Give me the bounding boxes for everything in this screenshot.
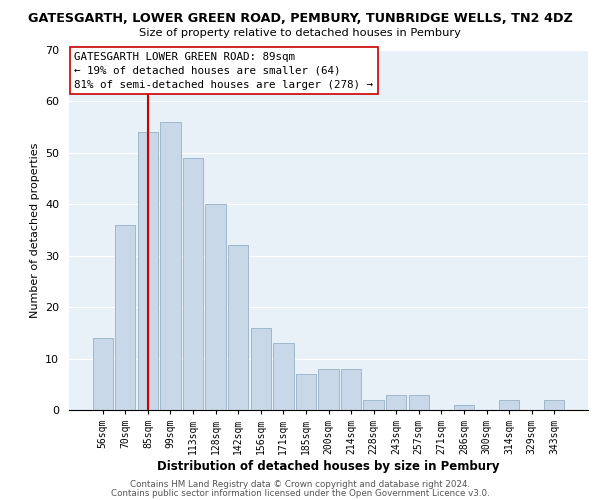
Text: Size of property relative to detached houses in Pembury: Size of property relative to detached ho… (139, 28, 461, 38)
Bar (138, 132, 158, 410)
X-axis label: Distribution of detached houses by size in Pembury: Distribution of detached houses by size … (157, 460, 500, 473)
Bar (183, 158, 203, 410)
Bar (544, 400, 565, 410)
Text: GATESGARTH LOWER GREEN ROAD: 89sqm
← 19% of detached houses are smaller (64)
81%: GATESGARTH LOWER GREEN ROAD: 89sqm ← 19%… (74, 52, 373, 90)
Bar (409, 394, 429, 410)
Y-axis label: Number of detached properties: Number of detached properties (29, 142, 40, 318)
Bar (499, 400, 519, 410)
Bar (364, 400, 384, 410)
Text: Contains HM Land Registry data © Crown copyright and database right 2024.: Contains HM Land Registry data © Crown c… (130, 480, 470, 489)
Bar (92, 338, 113, 410)
Bar (251, 328, 271, 410)
Bar (115, 225, 136, 410)
Bar (273, 343, 293, 410)
Bar (160, 122, 181, 410)
Bar (454, 405, 474, 410)
Bar (205, 204, 226, 410)
Bar (296, 374, 316, 410)
Bar (341, 369, 361, 410)
Bar (319, 369, 338, 410)
Text: GATESGARTH, LOWER GREEN ROAD, PEMBURY, TUNBRIDGE WELLS, TN2 4DZ: GATESGARTH, LOWER GREEN ROAD, PEMBURY, T… (28, 12, 572, 26)
Bar (386, 394, 406, 410)
Text: Contains public sector information licensed under the Open Government Licence v3: Contains public sector information licen… (110, 488, 490, 498)
Bar (228, 246, 248, 410)
